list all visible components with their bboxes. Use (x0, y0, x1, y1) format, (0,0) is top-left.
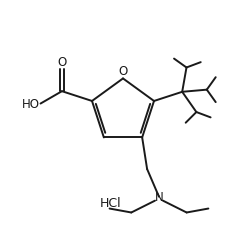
Text: N: N (155, 190, 163, 203)
Text: HO: HO (21, 98, 40, 111)
Text: HCl: HCl (99, 196, 121, 210)
Text: O: O (118, 65, 128, 78)
Text: O: O (57, 56, 66, 69)
